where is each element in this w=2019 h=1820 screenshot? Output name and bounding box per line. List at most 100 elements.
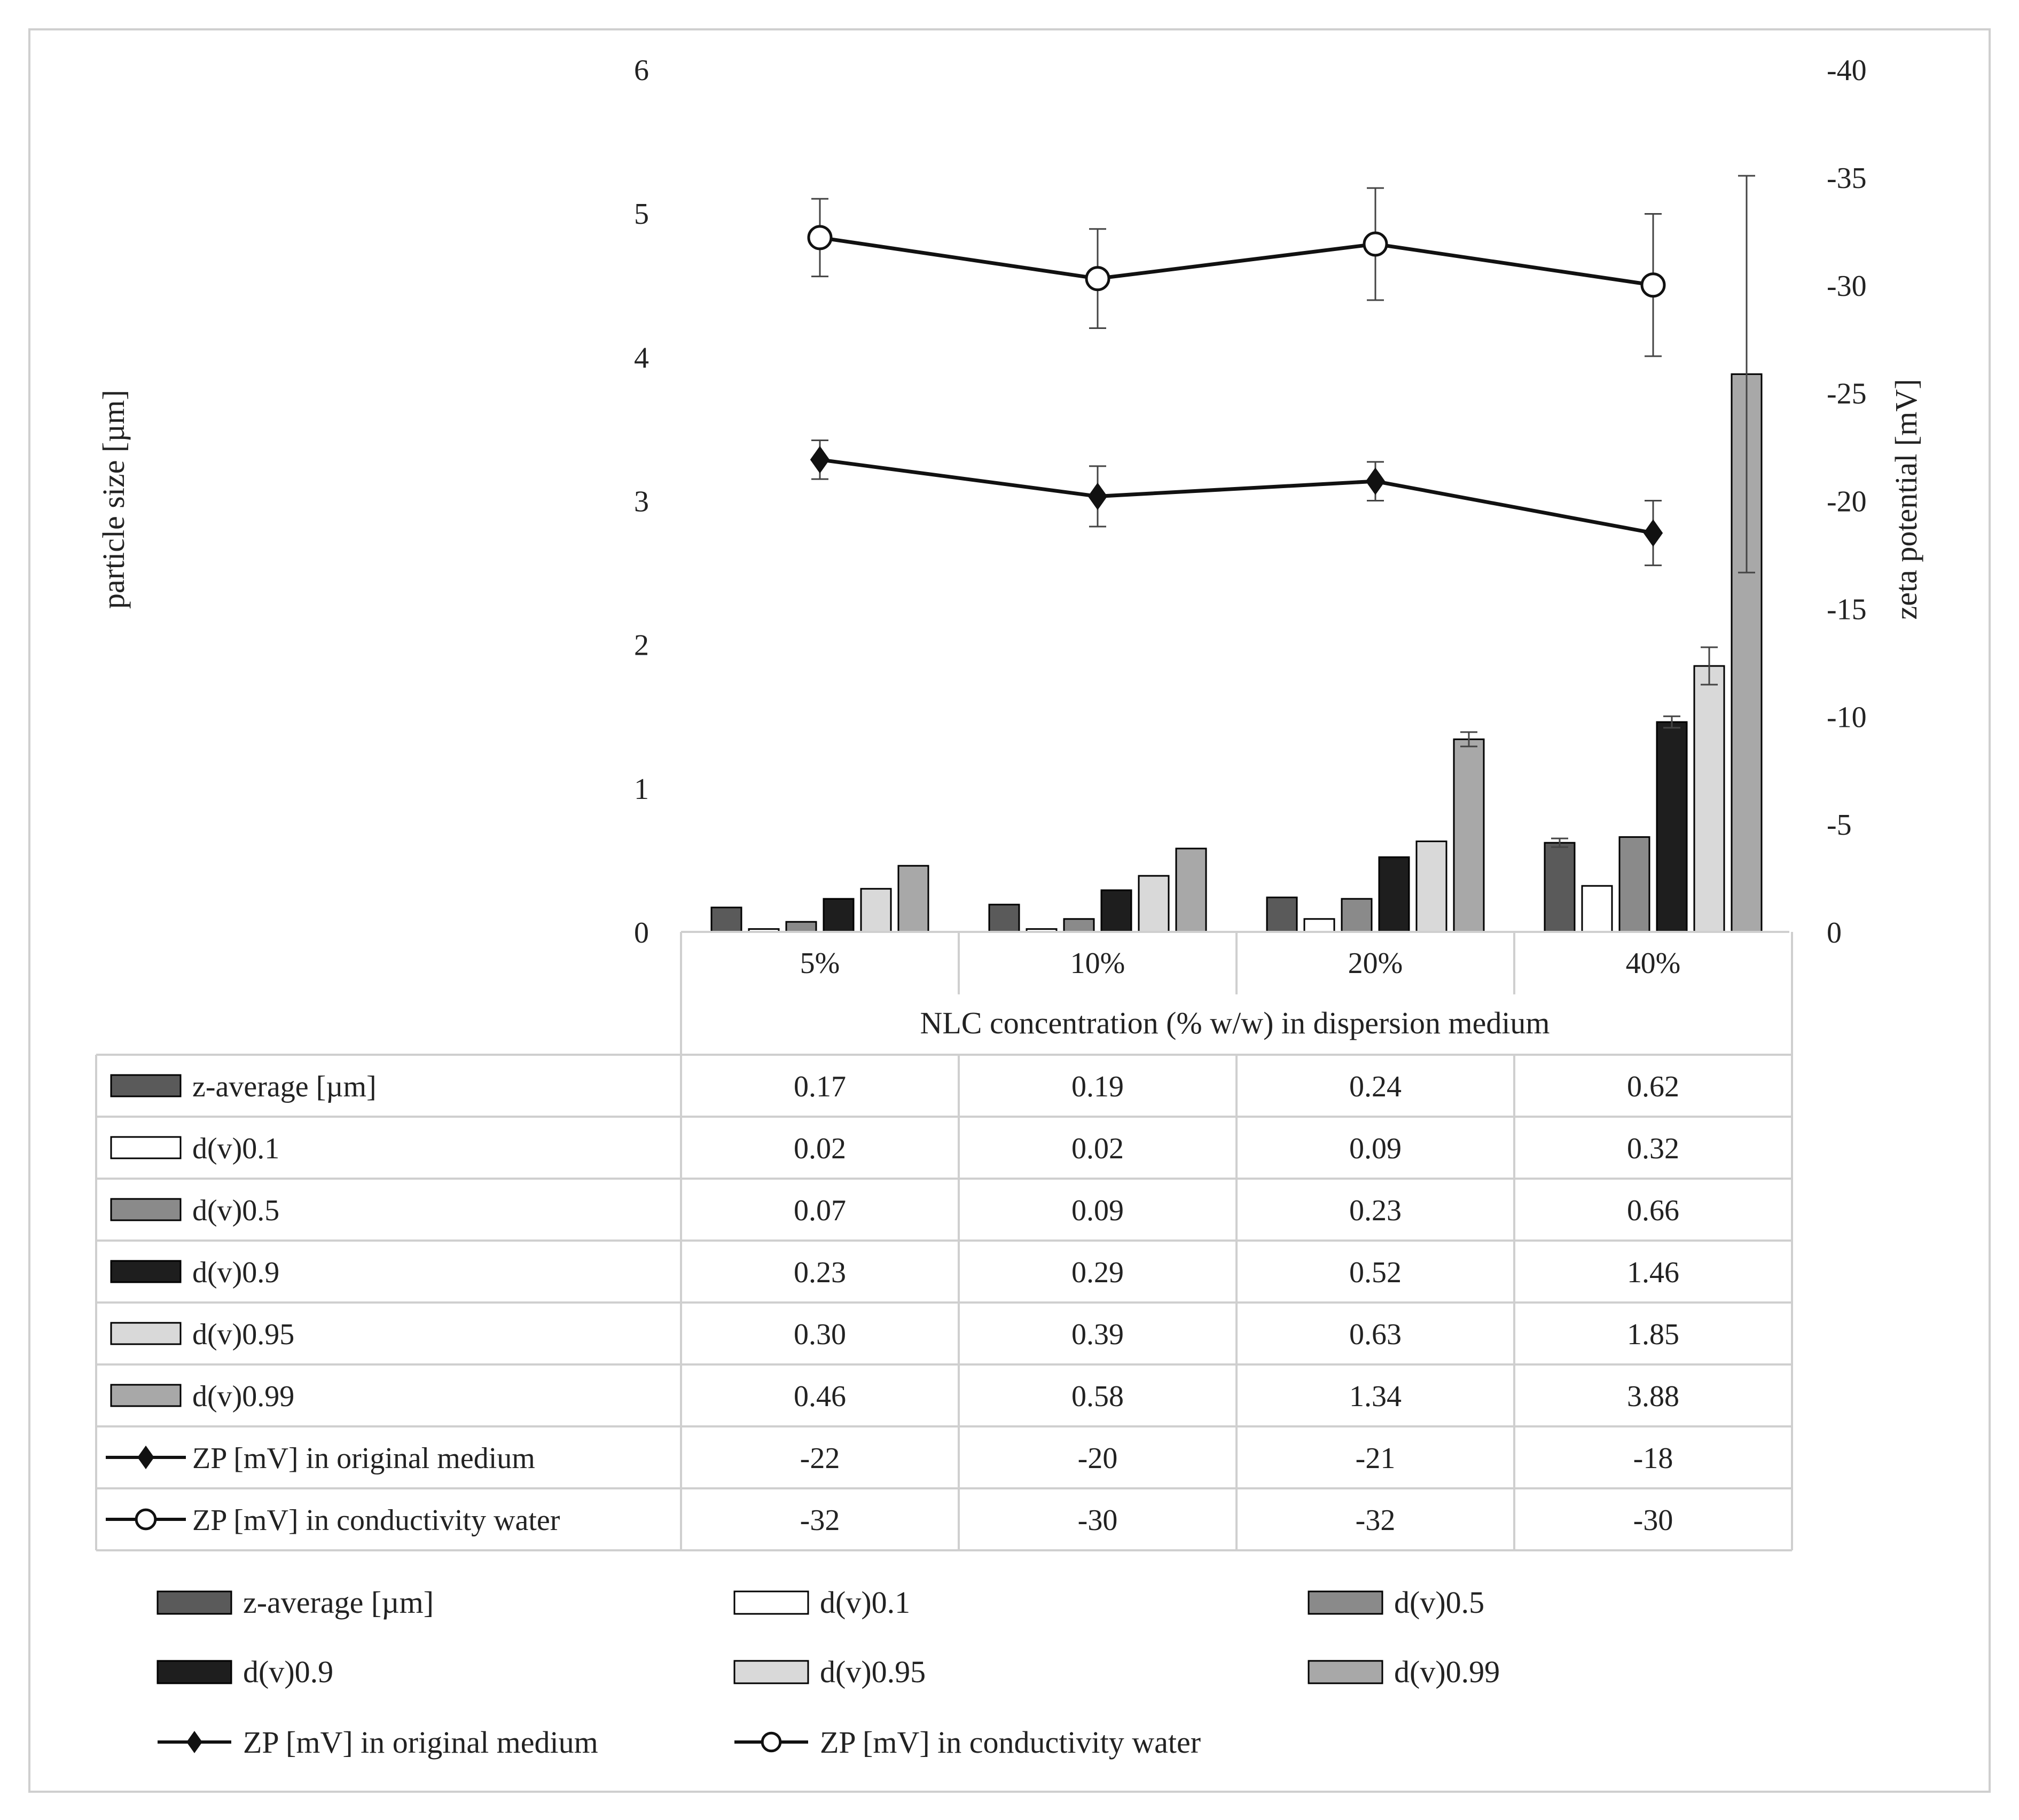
- table-row-label: d(v)0.99: [192, 1380, 294, 1413]
- table-cell: 0.58: [1071, 1380, 1124, 1413]
- table-row-label: d(v)0.5: [192, 1194, 279, 1227]
- table-row: d(v)0.1 0.02 0.02 0.09 0.32: [110, 1132, 1679, 1165]
- table-row-label: ZP [mV] in conductivity water: [192, 1504, 560, 1537]
- legend-item: d(v)0.95: [733, 1654, 926, 1689]
- table-row: ZP [mV] in conductivity water -32 -30 -32 -3…: [106, 1504, 1673, 1537]
- y2-tick-label: -30: [1827, 270, 1867, 303]
- legend-item: z-average [µm]: [156, 1585, 434, 1620]
- table-cell: -22: [800, 1442, 840, 1475]
- diamond-marker: [810, 446, 830, 474]
- table-cell: 0.52: [1349, 1256, 1402, 1289]
- table-cell: 0.02: [1071, 1132, 1124, 1165]
- table-cell: 1.85: [1627, 1318, 1679, 1351]
- bar: [1266, 896, 1298, 933]
- legend-label: d(v)0.5: [1394, 1585, 1484, 1620]
- legend-label: d(v)0.1: [820, 1585, 910, 1620]
- y2-tick-label: -35: [1827, 162, 1867, 195]
- y-tick-label: 6: [634, 54, 649, 87]
- circle-marker: [1363, 231, 1388, 257]
- diamond-marker: [1643, 519, 1663, 547]
- legend-label: ZP [mV] in original medium: [243, 1725, 598, 1760]
- legend-label: z-average [µm]: [243, 1585, 434, 1620]
- table-cell: 0.63: [1349, 1318, 1402, 1351]
- legend-swatch: [1308, 1590, 1383, 1615]
- table-row: ZP [mV] in original medium -22 -20 -21 -18: [106, 1442, 1673, 1475]
- legend-swatch: [110, 1074, 182, 1097]
- bar: [785, 921, 817, 933]
- legend-label: d(v)0.99: [1394, 1654, 1500, 1689]
- bar: [1138, 875, 1170, 933]
- table-row-label: ZP [mV] in original medium: [192, 1442, 535, 1475]
- bar: [1415, 840, 1447, 933]
- table-cell: 0.07: [794, 1194, 846, 1227]
- bar: [1341, 898, 1373, 933]
- table-cell: -20: [1078, 1442, 1118, 1475]
- table-cell: 1.46: [1627, 1256, 1679, 1289]
- legend-label: ZP [mV] in conductivity water: [820, 1725, 1201, 1760]
- table-cell: 0.17: [794, 1070, 846, 1103]
- table-cell: -32: [800, 1504, 840, 1537]
- zp-series-line: [819, 458, 1654, 535]
- legend-item: d(v)0.5: [1308, 1585, 1484, 1620]
- figure-frame: [28, 28, 1991, 1793]
- bar: [710, 906, 742, 933]
- table-cell: -30: [1633, 1504, 1673, 1537]
- bar: [1175, 848, 1207, 933]
- legend-item: ZP [mV] in conductivity water: [734, 1725, 1201, 1760]
- bar-error-bars: [1460, 175, 1755, 848]
- y2-tick-label: -15: [1827, 593, 1867, 626]
- table-cell: 0.09: [1071, 1194, 1124, 1227]
- table-cell: 0.29: [1071, 1256, 1124, 1289]
- circle-marker: [1085, 266, 1110, 292]
- legend-item: d(v)0.1: [733, 1585, 910, 1620]
- legend-swatch: [110, 1384, 182, 1407]
- legend-swatch: [1308, 1660, 1383, 1684]
- table-row: d(v)0.99 0.46 0.58 1.34 3.88: [110, 1380, 1679, 1413]
- diamond-marker: [137, 1445, 154, 1470]
- legend-label: d(v)0.9: [243, 1654, 333, 1689]
- table-cell: 0.23: [794, 1256, 846, 1289]
- table-row: d(v)0.9 0.23 0.29 0.52 1.46: [110, 1256, 1679, 1289]
- bar: [1544, 842, 1576, 933]
- y2-axis-label: zeta potential [mV]: [1889, 379, 1923, 620]
- bar: [988, 904, 1020, 933]
- bar: [1581, 885, 1613, 933]
- y-tick-label: 3: [634, 485, 649, 519]
- bar: [1063, 918, 1095, 933]
- y-tick-label: 1: [634, 773, 649, 806]
- legend-label: d(v)0.95: [820, 1654, 926, 1689]
- bar: [1100, 889, 1132, 933]
- circle-marker: [1640, 272, 1666, 298]
- bar: [1693, 665, 1725, 933]
- zp-lines: [807, 187, 1666, 567]
- table-cell: 0.23: [1349, 1194, 1402, 1227]
- table-cell: 3.88: [1627, 1380, 1679, 1413]
- legend-swatch: [156, 1590, 232, 1615]
- legend-swatch: [110, 1198, 182, 1221]
- table-cell: 0.02: [794, 1132, 846, 1165]
- table-cell: -32: [1356, 1504, 1396, 1537]
- table-cell: 1.34: [1349, 1380, 1402, 1413]
- table-cell: -21: [1356, 1442, 1396, 1475]
- y-tick-label: 5: [634, 198, 649, 231]
- legend-item: d(v)0.9: [156, 1654, 333, 1689]
- table-cell: 0.24: [1349, 1070, 1402, 1103]
- table-row: d(v)0.5 0.07 0.09 0.23 0.66: [110, 1194, 1679, 1227]
- legend-swatch: [110, 1260, 182, 1283]
- bar: [1303, 918, 1335, 933]
- table-cell: -30: [1078, 1504, 1118, 1537]
- y2-tick-label: 0: [1827, 916, 1842, 950]
- bar: [1656, 721, 1688, 933]
- legend-swatch: [733, 1660, 809, 1684]
- table-row: d(v)0.95 0.30 0.39 0.63 1.85: [110, 1318, 1679, 1351]
- table-cell: 0.30: [794, 1318, 846, 1351]
- bar: [1453, 738, 1485, 933]
- bar: [823, 898, 855, 933]
- y2-tick-label: -25: [1827, 378, 1867, 411]
- legend-item: ZP [mV] in original medium: [158, 1725, 598, 1760]
- y2-tick-label: -20: [1827, 485, 1867, 519]
- table-cell: 0.19: [1071, 1070, 1124, 1103]
- bars: [710, 373, 1763, 933]
- legend: z-average [µm] d(v)0.1 d(v)0.5 d(v)0.9 d(v)0…: [156, 1585, 1500, 1760]
- x-tick-label: 40%: [1626, 947, 1681, 980]
